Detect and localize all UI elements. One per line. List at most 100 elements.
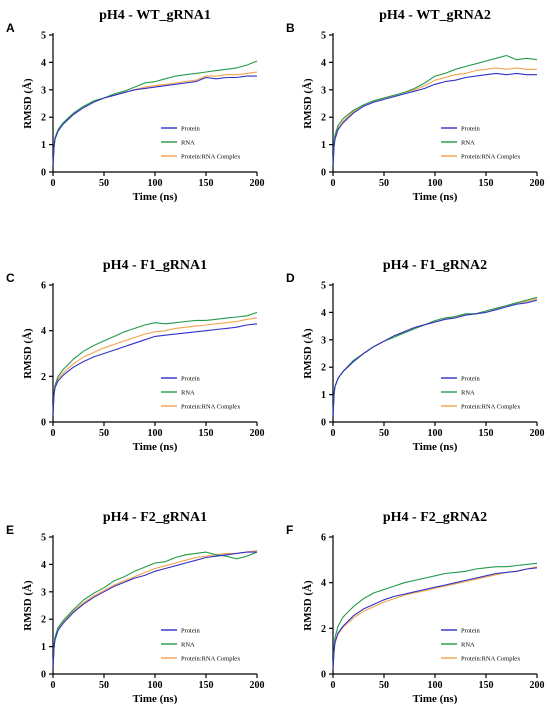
y-tick-label: 1 bbox=[321, 140, 326, 151]
x-axis-label: Time (ns) bbox=[413, 693, 458, 705]
y-tick-label: 1 bbox=[41, 140, 46, 151]
y-axis-label: RMSD (Å) bbox=[22, 580, 34, 631]
x-tick-label: 150 bbox=[199, 680, 214, 691]
x-tick-label: 150 bbox=[479, 428, 494, 439]
chart-title: pH4 - F1_gRNA2 bbox=[383, 258, 487, 273]
y-tick-label: 2 bbox=[321, 624, 326, 635]
y-tick-label: 1 bbox=[321, 390, 326, 401]
legend-label: Protein:RNA Complex bbox=[461, 403, 521, 410]
x-tick-label: 50 bbox=[379, 178, 389, 189]
y-axis-label: RMSD (Å) bbox=[22, 78, 34, 129]
legend-label: RNA bbox=[181, 641, 195, 648]
legend-label: Protein bbox=[181, 627, 201, 634]
panel-label: F bbox=[286, 523, 293, 537]
x-tick-label: 0 bbox=[331, 428, 336, 439]
y-tick-label: 5 bbox=[41, 533, 46, 544]
x-tick-label: 200 bbox=[530, 680, 545, 691]
x-tick-label: 50 bbox=[99, 428, 109, 439]
y-tick-label: 4 bbox=[321, 308, 326, 319]
legend-label: Protein:RNA Complex bbox=[181, 153, 241, 160]
x-tick-label: 150 bbox=[479, 680, 494, 691]
x-tick-label: 150 bbox=[199, 178, 214, 189]
x-tick-label: 0 bbox=[51, 680, 56, 691]
y-tick-label: 4 bbox=[41, 58, 46, 69]
x-tick-label: 100 bbox=[428, 428, 443, 439]
legend-label: Protein:RNA Complex bbox=[181, 403, 241, 410]
series-line-protein bbox=[52, 323, 258, 416]
y-tick-label: 5 bbox=[321, 281, 326, 292]
legend-label: Protein bbox=[461, 627, 481, 634]
chart-title: pH4 - WT_gRNA2 bbox=[379, 8, 491, 23]
y-tick-label: 2 bbox=[41, 372, 46, 383]
y-tick-label: 4 bbox=[41, 326, 46, 337]
y-tick-label: 0 bbox=[321, 418, 326, 429]
x-axis-label: Time (ns) bbox=[133, 693, 178, 705]
y-tick-label: 1 bbox=[41, 642, 46, 653]
y-tick-label: 3 bbox=[41, 85, 46, 96]
y-tick-label: 2 bbox=[41, 615, 46, 626]
legend-label: Protein:RNA Complex bbox=[461, 153, 521, 160]
legend-label: Protein:RNA Complex bbox=[181, 655, 241, 662]
legend-label: Protein bbox=[181, 125, 201, 132]
chart-title: pH4 - F2_gRNA1 bbox=[103, 510, 207, 525]
series-line-protein bbox=[332, 567, 538, 670]
series-line-protein-rna-complex bbox=[332, 298, 538, 417]
legend-label: Protein bbox=[461, 125, 481, 132]
chart-title: pH4 - F2_gRNA2 bbox=[383, 510, 487, 525]
y-axis-label: RMSD (Å) bbox=[302, 580, 314, 631]
x-axis-label: Time (ns) bbox=[133, 191, 178, 203]
panel-label: D bbox=[286, 271, 295, 285]
x-tick-label: 100 bbox=[428, 680, 443, 691]
legend-label: RNA bbox=[461, 139, 475, 146]
y-tick-label: 3 bbox=[321, 85, 326, 96]
x-axis-label: Time (ns) bbox=[413, 441, 458, 453]
y-axis-label: RMSD (Å) bbox=[302, 328, 314, 379]
legend-label: RNA bbox=[181, 389, 195, 396]
y-tick-label: 4 bbox=[321, 578, 326, 589]
x-tick-label: 50 bbox=[99, 680, 109, 691]
legend-label: Protein bbox=[181, 375, 201, 382]
x-tick-label: 150 bbox=[479, 178, 494, 189]
y-tick-label: 0 bbox=[41, 418, 46, 429]
y-tick-label: 2 bbox=[321, 113, 326, 124]
x-tick-label: 200 bbox=[250, 680, 265, 691]
x-tick-label: 50 bbox=[379, 680, 389, 691]
x-tick-label: 100 bbox=[148, 680, 163, 691]
x-tick-label: 200 bbox=[530, 428, 545, 439]
legend-label: Protein:RNA Complex bbox=[461, 655, 521, 662]
series-line-rna bbox=[52, 551, 258, 669]
x-tick-label: 0 bbox=[331, 178, 336, 189]
series-line-rna bbox=[52, 60, 258, 167]
series-line-rna bbox=[52, 311, 258, 416]
x-tick-label: 200 bbox=[250, 428, 265, 439]
x-tick-label: 50 bbox=[379, 428, 389, 439]
y-axis-label: RMSD (Å) bbox=[302, 78, 314, 129]
y-tick-label: 5 bbox=[41, 31, 46, 42]
y-tick-label: 5 bbox=[321, 31, 326, 42]
series-line-rna bbox=[332, 562, 538, 670]
y-tick-label: 3 bbox=[321, 335, 326, 346]
y-tick-label: 0 bbox=[321, 670, 326, 681]
panel-label: E bbox=[6, 523, 14, 537]
series-line-protein bbox=[332, 299, 538, 417]
series-line-protein-rna-complex bbox=[52, 317, 258, 416]
panel-label: C bbox=[6, 271, 15, 285]
x-tick-label: 150 bbox=[199, 428, 214, 439]
y-tick-label: 2 bbox=[41, 113, 46, 124]
x-tick-label: 50 bbox=[99, 178, 109, 189]
chart-title: pH4 - F1_gRNA1 bbox=[103, 258, 207, 273]
legend-label: RNA bbox=[461, 389, 475, 396]
legend-label: RNA bbox=[181, 139, 195, 146]
y-tick-label: 4 bbox=[41, 560, 46, 571]
series-line-protein-rna-complex bbox=[332, 566, 538, 670]
y-tick-label: 0 bbox=[41, 168, 46, 179]
y-tick-label: 0 bbox=[41, 670, 46, 681]
x-tick-label: 200 bbox=[250, 178, 265, 189]
x-axis-label: Time (ns) bbox=[133, 441, 178, 453]
x-tick-label: 0 bbox=[51, 428, 56, 439]
